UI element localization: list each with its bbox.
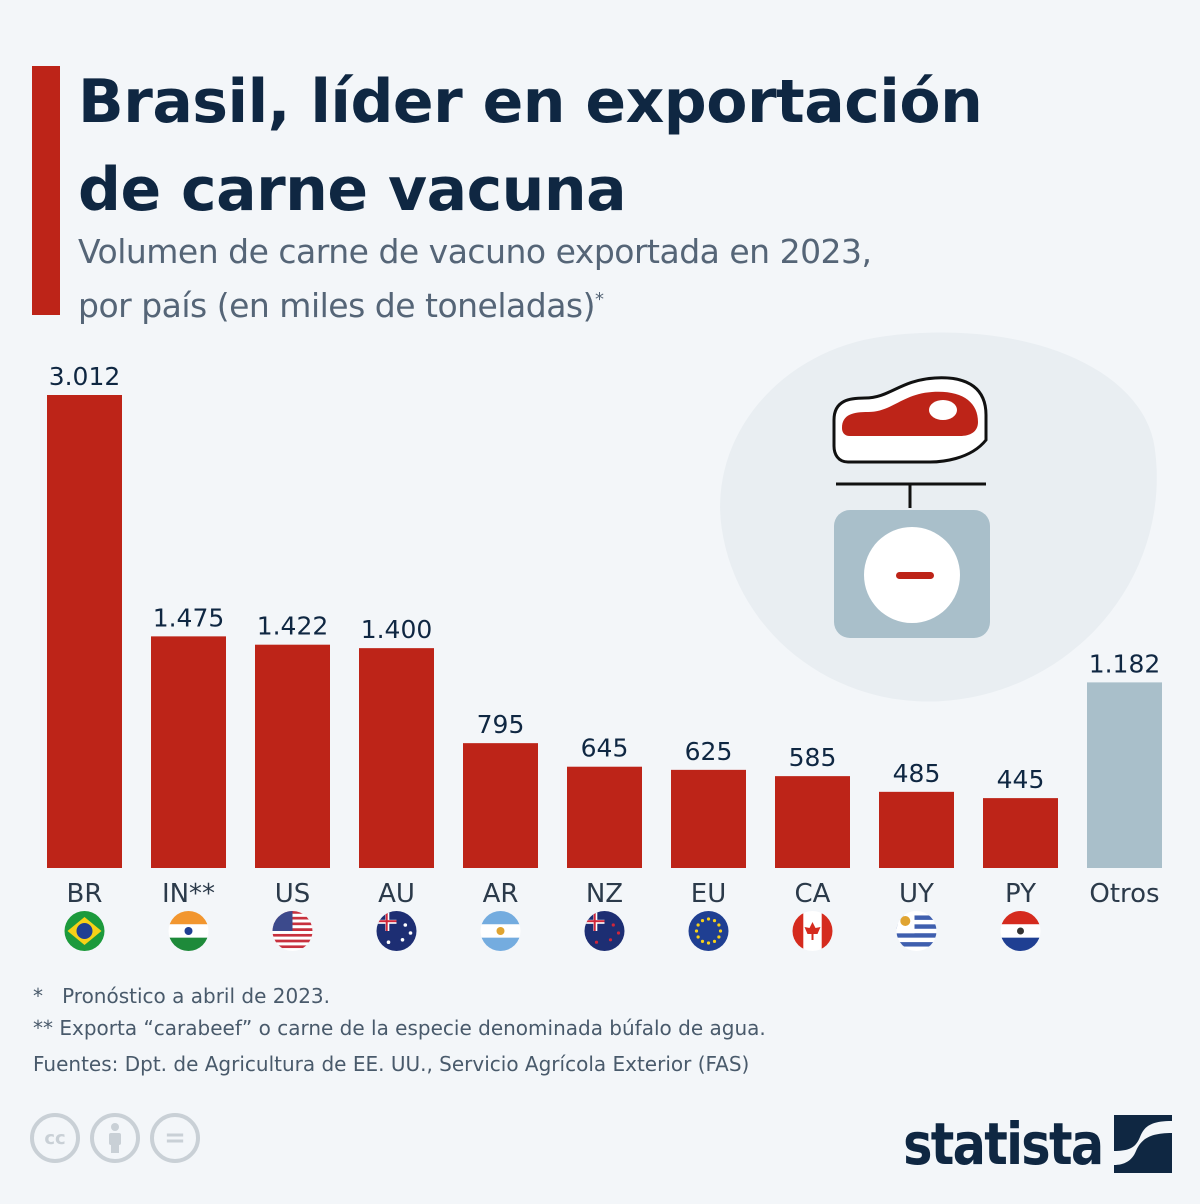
flags-group bbox=[64, 911, 1041, 951]
bar-br bbox=[47, 395, 122, 868]
subtitle-footnote-mark: * bbox=[594, 289, 604, 310]
scale-needle bbox=[896, 572, 934, 579]
canada-flag-icon bbox=[792, 911, 833, 951]
attribution-icon[interactable] bbox=[90, 1113, 140, 1163]
value-label: 1.422 bbox=[257, 612, 329, 641]
bar-nz bbox=[567, 766, 642, 868]
category-label: CA bbox=[795, 879, 831, 909]
bar-ar bbox=[463, 743, 538, 868]
bar-eu bbox=[671, 769, 746, 868]
value-label: 485 bbox=[893, 759, 941, 788]
bar-uy bbox=[879, 791, 954, 868]
footnote-2-mark: ** bbox=[33, 1016, 53, 1040]
category-label: US bbox=[275, 879, 311, 909]
title-line-1: Brasil, líder en exportación bbox=[78, 67, 983, 137]
subtitle: Volumen de carne de vacuno exportada en … bbox=[78, 228, 872, 330]
subtitle-line-2: por país (en miles de toneladas) bbox=[78, 286, 595, 325]
value-label: 625 bbox=[685, 737, 733, 766]
footnote-1: * Pronóstico a abril de 2023. bbox=[33, 980, 766, 1012]
category-label: BR bbox=[67, 879, 103, 909]
no-derivatives-icon[interactable]: = bbox=[150, 1113, 200, 1163]
bars-group: 3.012 BR 1.475 IN** 1.422 US 1.400 AU 795 AR 645 NZ… bbox=[47, 362, 1162, 909]
subtitle-line-1: Volumen de carne de vacuno exportada en … bbox=[78, 232, 872, 271]
person-icon bbox=[109, 1123, 121, 1153]
title-line-2: de carne vacuna bbox=[78, 155, 627, 225]
steak-icon bbox=[832, 376, 988, 464]
value-label: 445 bbox=[997, 765, 1045, 794]
bar-ca bbox=[775, 776, 850, 868]
footnote-2-text: Exporta “carabeef” o carne de la especie… bbox=[59, 1016, 766, 1040]
brand-name: statista bbox=[902, 1110, 1104, 1178]
creative-commons-icon[interactable]: cc bbox=[30, 1113, 80, 1163]
bar-us bbox=[255, 644, 330, 868]
footnote-2: ** Exporta “carabeef” o carne de la espe… bbox=[33, 1012, 766, 1044]
value-label: 3.012 bbox=[49, 362, 121, 391]
meat-scale-icon bbox=[832, 376, 990, 638]
title-accent-bar bbox=[32, 66, 60, 315]
footnotes: * Pronóstico a abril de 2023. ** Exporta… bbox=[33, 980, 766, 1080]
page-title: Brasil, líder en exportación de carne va… bbox=[78, 58, 983, 234]
india-flag-icon bbox=[168, 911, 209, 951]
european-union-flag-icon bbox=[688, 911, 729, 951]
footnote-1-mark: * bbox=[33, 984, 43, 1008]
bar-chart: 3.012 BR 1.475 IN** 1.422 US 1.400 AU 795 AR 645 NZ… bbox=[47, 362, 1162, 951]
value-label: 585 bbox=[789, 743, 837, 772]
category-label: PY bbox=[1005, 879, 1036, 909]
bar-py bbox=[983, 798, 1058, 868]
value-label: 795 bbox=[477, 710, 525, 739]
australia-flag-icon bbox=[376, 911, 417, 951]
category-label: EU bbox=[691, 879, 726, 909]
value-label: 1.182 bbox=[1089, 649, 1161, 678]
category-label: Otros bbox=[1089, 879, 1159, 909]
value-label: 1.475 bbox=[153, 603, 225, 632]
new-zealand-flag-icon bbox=[584, 911, 625, 951]
value-label: 1.400 bbox=[361, 615, 433, 644]
bar-in bbox=[151, 636, 226, 868]
statista-mark-icon bbox=[1114, 1115, 1172, 1173]
statista-logo[interactable]: statista bbox=[868, 1110, 1172, 1178]
argentina-flag-icon bbox=[480, 911, 521, 951]
category-label: UY bbox=[899, 879, 934, 909]
value-label: 645 bbox=[581, 734, 629, 763]
category-label: AU bbox=[378, 879, 415, 909]
sources: Fuentes: Dpt. de Agricultura de EE. UU.,… bbox=[33, 1052, 750, 1076]
bar-au bbox=[359, 648, 434, 868]
paraguay-flag-icon bbox=[1000, 911, 1041, 951]
footnote-1-text: Pronóstico a abril de 2023. bbox=[62, 984, 330, 1008]
usa-flag-icon bbox=[272, 911, 313, 951]
category-label: NZ bbox=[586, 879, 623, 909]
uruguay-flag-icon bbox=[896, 911, 937, 951]
brazil-flag-icon bbox=[64, 911, 105, 951]
bar-otros bbox=[1087, 682, 1162, 868]
category-label: AR bbox=[483, 879, 519, 909]
license-icons: cc = bbox=[30, 1113, 200, 1163]
category-label: IN** bbox=[162, 879, 215, 909]
